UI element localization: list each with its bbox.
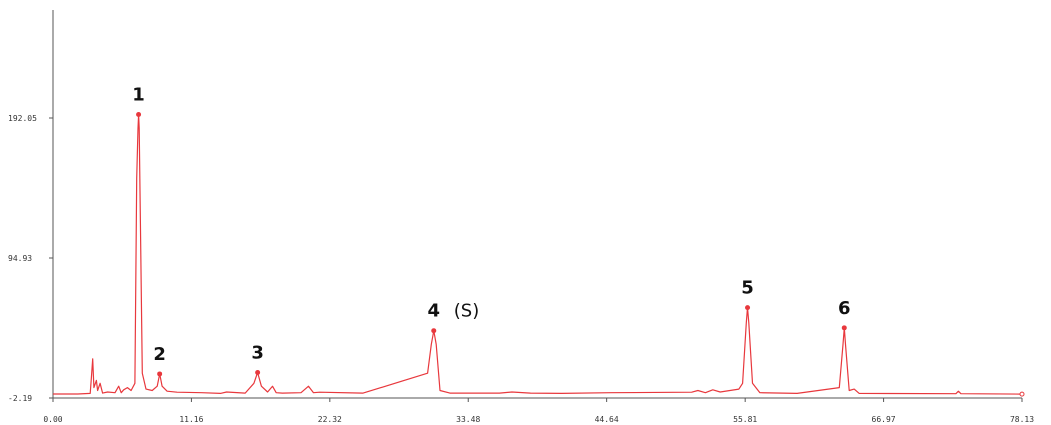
- x-tick-label: 0.00: [43, 415, 62, 424]
- peak-marker: [431, 328, 437, 334]
- peak-label: 1: [132, 84, 145, 105]
- x-tick-label: 66.97: [872, 415, 896, 424]
- peak-label: 3: [251, 342, 264, 363]
- peak-marker: [157, 371, 163, 377]
- peak-marker: [136, 111, 142, 117]
- peak-markers: 1 2 3 4 (S) 5 6: [132, 84, 851, 377]
- x-ticks: 0.00 11.16 22.32 33.48 44.64 55.81 66.97 78.13: [43, 398, 1034, 424]
- y-tick-label: 94.93: [8, 254, 32, 263]
- peak-label: 4: [427, 301, 440, 322]
- chromatogram-trace: [53, 113, 1023, 395]
- peak-marker: [255, 369, 261, 375]
- x-tick-label: 11.16: [179, 415, 203, 424]
- x-tick-label: 78.13: [1010, 415, 1034, 424]
- trace-end-marker: [1019, 391, 1025, 397]
- peak-marker: [745, 305, 751, 311]
- x-tick-label: 44.64: [595, 415, 619, 424]
- y-ticks: -2.19 94.93 192.05: [8, 114, 53, 403]
- x-tick-label: 55.81: [733, 415, 757, 424]
- y-tick-label: 192.05: [8, 114, 37, 123]
- peak-label: 2: [153, 344, 166, 365]
- peak-note-label: (S): [454, 301, 479, 322]
- x-tick-label: 33.48: [456, 415, 480, 424]
- peak-label: 6: [838, 298, 851, 319]
- y-tick-label: -2.19: [8, 394, 32, 403]
- peak-marker: [841, 325, 847, 331]
- x-tick-label: 22.32: [318, 415, 342, 424]
- peak-label: 5: [741, 278, 754, 299]
